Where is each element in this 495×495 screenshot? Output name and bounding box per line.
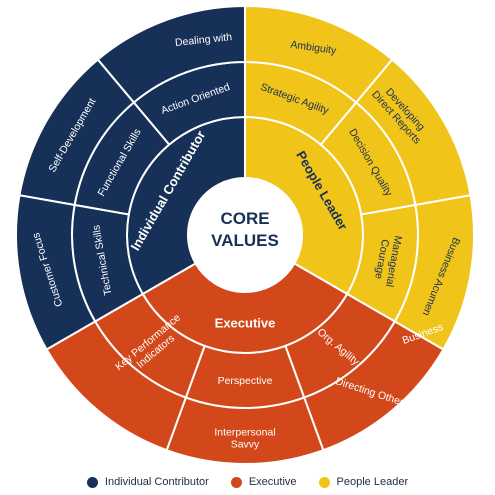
- outer-segment-label: Interpersonal Savvy: [214, 427, 275, 451]
- middle-segment-label: Perspective: [218, 375, 273, 387]
- legend: Individual Contributor Executive People …: [0, 472, 495, 492]
- outer-segment: [15, 194, 97, 351]
- legend-dot-orange: [230, 476, 242, 488]
- legend-item-executive: Executive: [230, 476, 297, 488]
- wheel-wedges: [15, 4, 475, 465]
- legend-item-individual-contributor: Individual Contributor: [86, 476, 209, 488]
- group-label-executive: Executive: [215, 316, 276, 331]
- legend-item-people-leader: People Leader: [318, 476, 409, 488]
- legend-dot-navy: [86, 476, 98, 488]
- legend-dot-yellow: [318, 476, 330, 488]
- center-title-line2: VALUES: [211, 231, 279, 250]
- core-values-wheel: Individual Contributor People LeaderExecu…: [15, 4, 475, 465]
- legend-label: Executive: [248, 476, 297, 488]
- outer-segment: [18, 58, 136, 207]
- legend-label: People Leader: [336, 476, 409, 488]
- outer-segment: [45, 320, 188, 452]
- center-circle: [188, 178, 302, 292]
- legend-label: Individual Contributor: [104, 476, 209, 488]
- center-title-line1: CORE: [220, 209, 269, 228]
- outer-segment-label: Dealing with: [174, 31, 232, 49]
